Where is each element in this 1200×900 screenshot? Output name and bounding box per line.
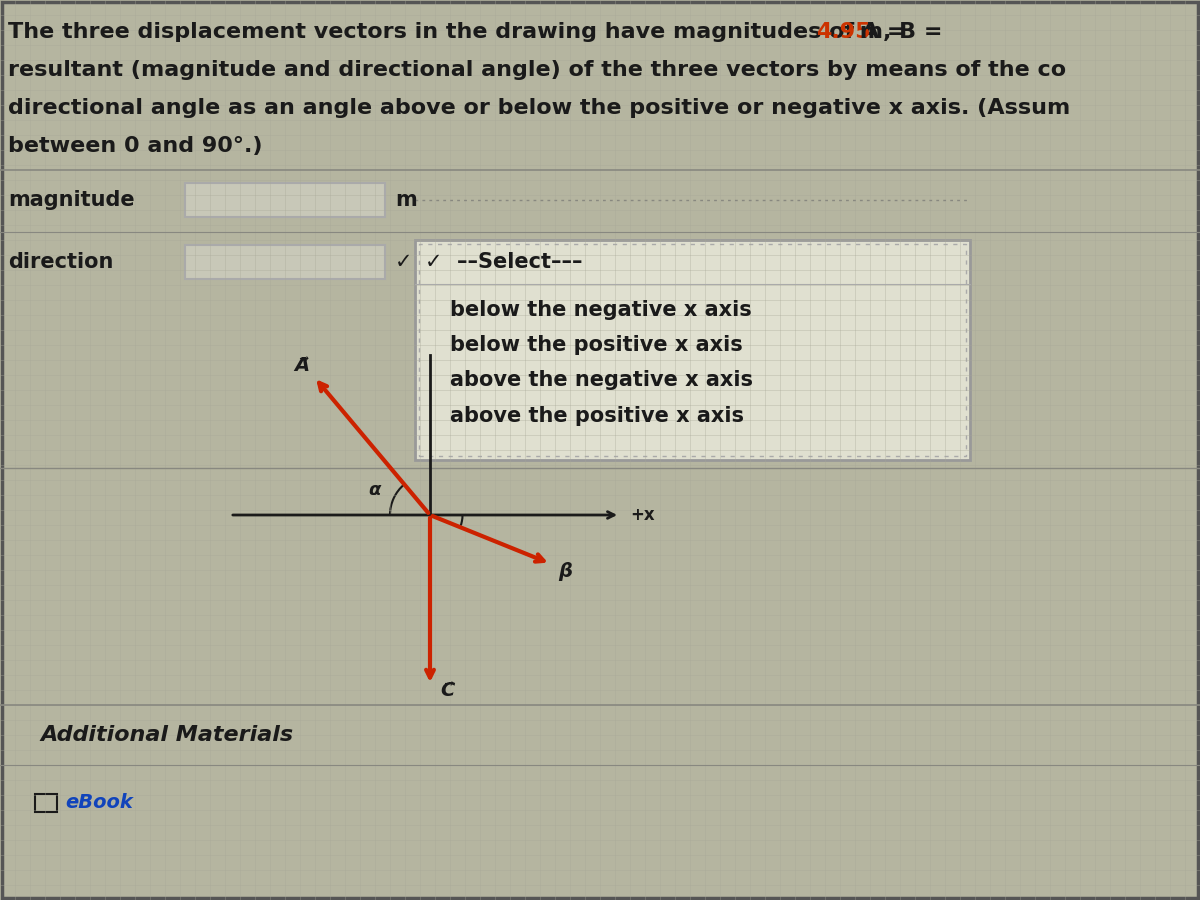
Text: α: α [368, 481, 380, 499]
Text: A⃗: A⃗ [294, 356, 310, 374]
Bar [415, 240, 970, 460]
Bar [35, 794, 58, 812]
Text: m: m [395, 190, 416, 210]
Text: below the positive x axis: below the positive x axis [450, 335, 743, 355]
Text: eBook: eBook [65, 793, 133, 812]
FancyBboxPatch shape [185, 245, 385, 279]
Text: +x: +x [630, 506, 655, 524]
Text: C⃗: C⃗ [440, 681, 455, 700]
Text: above the positive x axis: above the positive x axis [450, 406, 744, 426]
Text: between 0 and 90°.): between 0 and 90°.) [8, 136, 263, 156]
Text: resultant (magnitude and directional angle) of the three vectors by means of the: resultant (magnitude and directional ang… [8, 60, 1066, 80]
Text: directional angle as an angle above or below the positive or negative x axis. (A: directional angle as an angle above or b… [8, 98, 1070, 118]
Text: 4.95: 4.95 [816, 22, 870, 42]
Text: Additional Materials: Additional Materials [40, 725, 293, 745]
Text: β: β [558, 562, 572, 581]
Text: The three displacement vectors in the drawing have magnitudes of A =: The three displacement vectors in the dr… [8, 22, 913, 42]
FancyBboxPatch shape [185, 183, 385, 217]
Text: m, B =: m, B = [852, 22, 942, 42]
Text: ✓: ✓ [395, 252, 413, 272]
Text: direction: direction [8, 252, 113, 272]
Text: ✓  ––Select–––: ✓ ––Select––– [425, 252, 582, 272]
Bar [419, 244, 966, 456]
Text: magnitude: magnitude [8, 190, 134, 210]
Text: below the negative x axis: below the negative x axis [450, 300, 751, 320]
Text: above the negative x axis: above the negative x axis [450, 370, 754, 390]
